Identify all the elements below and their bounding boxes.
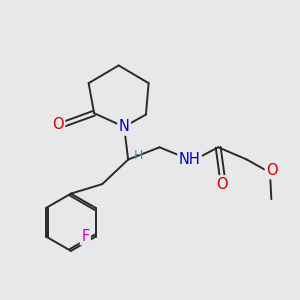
Text: H: H — [134, 149, 144, 162]
Text: F: F — [81, 229, 89, 244]
Text: O: O — [266, 163, 278, 178]
Text: N: N — [119, 119, 130, 134]
Text: NH: NH — [179, 152, 200, 167]
Text: O: O — [217, 177, 228, 192]
Text: O: O — [52, 117, 64, 132]
